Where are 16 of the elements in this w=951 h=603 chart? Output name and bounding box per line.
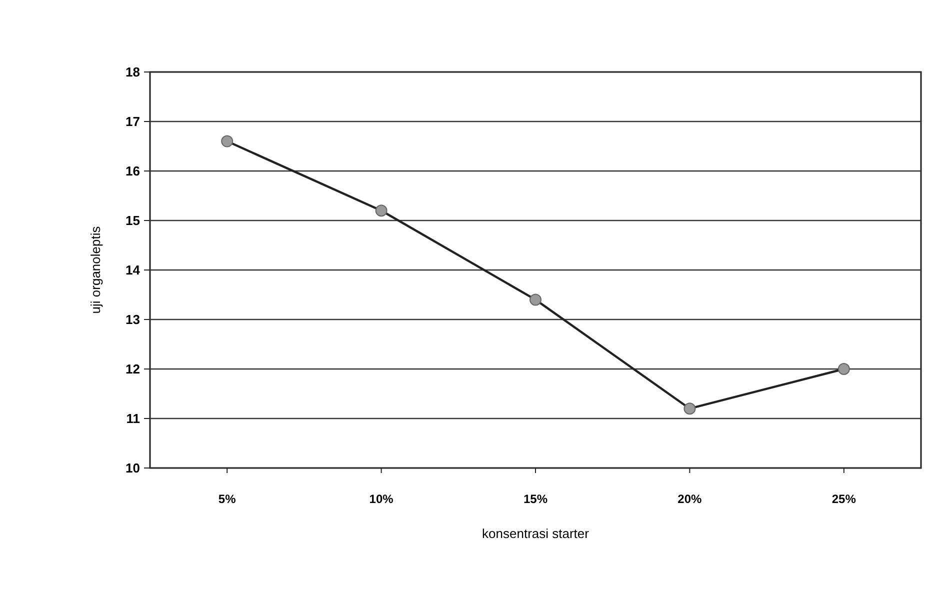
y-tick-label: 10 — [126, 460, 140, 476]
x-tick-label: 10% — [369, 492, 394, 506]
x-tick-label: 20% — [678, 492, 702, 506]
y-tick-label: 17 — [126, 114, 140, 130]
y-tick-label: 12 — [126, 362, 140, 377]
x-tick-label: 5% — [218, 492, 236, 506]
y-tick-label: 18 — [126, 64, 140, 80]
y-tick-label: 14 — [126, 262, 141, 278]
y-axis-title: uji organoleptis — [88, 226, 103, 314]
y-tick-label: 11 — [126, 411, 140, 426]
y-tick-label: 13 — [126, 312, 140, 328]
y-tick-label: 15 — [126, 213, 140, 228]
x-tick-label: 15% — [523, 492, 548, 506]
x-axis-title: konsentrasi starter — [482, 526, 590, 541]
y-tick-label: 16 — [126, 164, 140, 179]
x-tick-label: 25% — [832, 492, 856, 506]
